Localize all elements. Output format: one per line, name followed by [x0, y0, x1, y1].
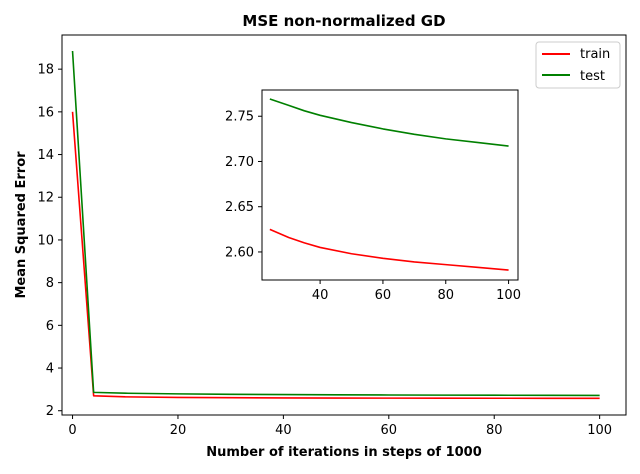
main-series-train-line — [71, 111, 600, 400]
x-axis-label: Number of iterations in steps of 1000 — [206, 445, 482, 460]
inset-x-tick-label: 60 — [375, 288, 392, 303]
legend: train test — [535, 41, 621, 89]
main-y-tick-label: 12 — [37, 191, 54, 206]
main-y-tick-label: 14 — [37, 148, 54, 163]
inset-x-tick-label: 80 — [437, 288, 454, 303]
inset-x-tick-label: 100 — [496, 288, 521, 303]
main-y-tick-label: 18 — [37, 63, 54, 78]
inset-y-tick-label: 2.75 — [225, 110, 254, 125]
main-y-tick-label: 8 — [46, 276, 54, 291]
inset-x-tick-label: 40 — [312, 288, 329, 303]
legend-label-test: test — [580, 69, 605, 84]
inset-plot-area: 40 60 80 100 2.60 2.65 2.70 2.75 — [225, 89, 521, 303]
main-y-tick-label: 10 — [37, 233, 54, 248]
main-x-tick-label: 20 — [170, 423, 187, 438]
main-x-tick-label: 40 — [275, 423, 292, 438]
main-series-test-line — [71, 50, 600, 397]
inset-series-test-line — [269, 98, 509, 147]
inset-y-tick-label: 2.65 — [225, 200, 254, 215]
inset-background — [262, 90, 518, 280]
chart-title: MSE non-normalized GD — [242, 12, 445, 30]
inset-series-train-line — [269, 228, 509, 271]
main-x-tick-label: 80 — [486, 423, 503, 438]
main-y-tick-label: 6 — [46, 319, 54, 334]
main-y-tick-label: 2 — [46, 404, 54, 419]
main-y-tick-label: 4 — [46, 362, 54, 377]
inset-frame — [261, 89, 519, 281]
main-x-tick-label: 100 — [587, 423, 612, 438]
main-y-tick-label: 16 — [37, 105, 54, 120]
legend-label-train: train — [580, 47, 610, 62]
main-x-tick-label: 60 — [381, 423, 398, 438]
main-frame — [61, 34, 627, 416]
inset-y-tick-label: 2.60 — [225, 245, 254, 260]
main-x-tick-label: 0 — [68, 423, 76, 438]
inset-y-tick-label: 2.70 — [225, 155, 254, 170]
y-axis-label: Mean Squared Error — [14, 151, 29, 299]
